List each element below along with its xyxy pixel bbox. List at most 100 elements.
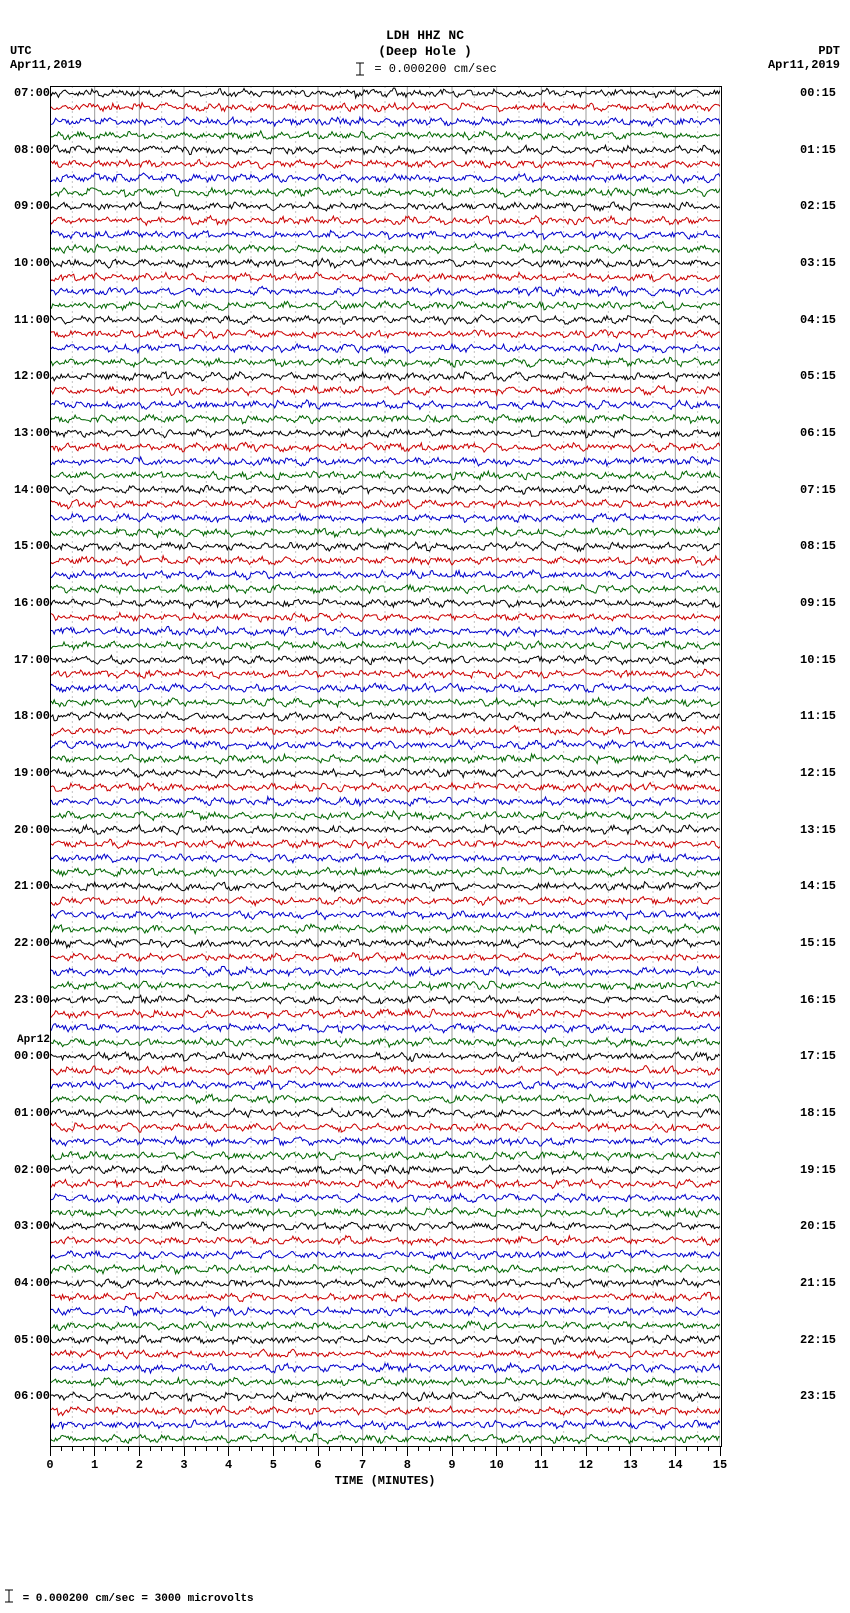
x-tick-label: 10 <box>489 1458 503 1472</box>
pdt-label: 00:15 <box>800 86 844 100</box>
x-tick-minor <box>440 1446 441 1451</box>
x-tick-minor <box>206 1446 207 1451</box>
utc-label: 22:00 <box>6 936 50 950</box>
x-tick-minor <box>284 1446 285 1451</box>
pdt-label: 17:15 <box>800 1049 844 1063</box>
footer-scale: = 0.000200 cm/sec = 3000 microvolts <box>2 1589 254 1605</box>
x-tick-label: 1 <box>91 1458 98 1472</box>
pdt-label: 07:15 <box>800 483 844 497</box>
x-tick-major <box>139 1446 140 1456</box>
pdt-label: 10:15 <box>800 653 844 667</box>
utc-label: 02:00 <box>6 1163 50 1177</box>
utc-label: 09:00 <box>6 199 50 213</box>
x-tick-minor <box>340 1446 341 1451</box>
x-tick-label: 3 <box>180 1458 187 1472</box>
x-tick-label: 15 <box>713 1458 727 1472</box>
x-tick-major <box>452 1446 453 1456</box>
x-tick-major <box>94 1446 95 1456</box>
x-tick-label: 8 <box>404 1458 411 1472</box>
pdt-label: 14:15 <box>800 879 844 893</box>
x-tick-minor <box>217 1446 218 1451</box>
x-tick-major <box>586 1446 587 1456</box>
pdt-label: 08:15 <box>800 539 844 553</box>
x-tick-minor <box>329 1446 330 1451</box>
x-tick-minor <box>396 1446 397 1451</box>
scale-bar-icon <box>353 62 367 76</box>
x-tick-label: 5 <box>270 1458 277 1472</box>
station-subtitle: (Deep Hole ) <box>0 44 850 60</box>
utc-label: 21:00 <box>6 879 50 893</box>
tz-left-date: Apr11,2019 <box>10 58 82 72</box>
utc-label: 03:00 <box>6 1219 50 1233</box>
x-tick-minor <box>117 1446 118 1451</box>
x-tick-minor <box>262 1446 263 1451</box>
x-tick-minor <box>708 1446 709 1451</box>
x-tick-major <box>318 1446 319 1456</box>
x-tick-minor <box>519 1446 520 1451</box>
scale-bar-icon <box>2 1589 16 1603</box>
x-tick-label: 2 <box>136 1458 143 1472</box>
pdt-label: 04:15 <box>800 313 844 327</box>
tz-left: UTC Apr11,2019 <box>10 44 82 73</box>
x-tick-label: 0 <box>46 1458 53 1472</box>
pdt-label: 09:15 <box>800 596 844 610</box>
scale-indicator: = 0.000200 cm/sec <box>0 62 850 76</box>
footer-text: = 0.000200 cm/sec = 3000 microvolts <box>23 1593 254 1605</box>
x-tick-label: 13 <box>623 1458 637 1472</box>
x-tick-major <box>50 1446 51 1456</box>
utc-label: 20:00 <box>6 823 50 837</box>
x-tick-minor <box>597 1446 598 1451</box>
utc-label: 11:00 <box>6 313 50 327</box>
utc-label: 15:00 <box>6 539 50 553</box>
utc-label: 01:00 <box>6 1106 50 1120</box>
pdt-label: 13:15 <box>800 823 844 837</box>
utc-label: 14:00 <box>6 483 50 497</box>
x-tick-minor <box>195 1446 196 1451</box>
utc-hour-labels: 07:0008:0009:0010:0011:0012:0013:0014:00… <box>6 86 50 1446</box>
x-tick-minor <box>61 1446 62 1451</box>
x-tick-minor <box>161 1446 162 1451</box>
utc-label: 10:00 <box>6 256 50 270</box>
tz-right-label: PDT <box>768 44 840 58</box>
x-tick-minor <box>306 1446 307 1451</box>
pdt-label: 01:15 <box>800 143 844 157</box>
utc-label: 18:00 <box>6 709 50 723</box>
x-tick-minor <box>530 1446 531 1451</box>
plot-frame <box>50 86 722 1447</box>
x-tick-minor <box>619 1446 620 1451</box>
pdt-label: 05:15 <box>800 369 844 383</box>
pdt-label: 02:15 <box>800 199 844 213</box>
utc-label: 13:00 <box>6 426 50 440</box>
x-tick-minor <box>664 1446 665 1451</box>
utc-label: 04:00 <box>6 1276 50 1290</box>
pdt-label: 06:15 <box>800 426 844 440</box>
x-tick-minor <box>351 1446 352 1451</box>
pdt-label: 15:15 <box>800 936 844 950</box>
x-tick-major <box>273 1446 274 1456</box>
utc-label: 17:00 <box>6 653 50 667</box>
x-tick-minor <box>574 1446 575 1451</box>
x-tick-major <box>184 1446 185 1456</box>
x-tick-major <box>541 1446 542 1456</box>
x-tick-minor <box>429 1446 430 1451</box>
x-tick-label: 6 <box>314 1458 321 1472</box>
scale-text: = 0.000200 cm/sec <box>374 62 496 76</box>
header: LDH HHZ NC (Deep Hole ) <box>0 28 850 59</box>
x-tick-minor <box>385 1446 386 1451</box>
seismogram-page: LDH HHZ NC (Deep Hole ) = 0.000200 cm/se… <box>0 0 850 1613</box>
x-tick-major <box>630 1446 631 1456</box>
x-axis-title: TIME (MINUTES) <box>50 1474 720 1488</box>
helicorder-plot <box>50 86 720 1446</box>
x-tick-label: 12 <box>579 1458 593 1472</box>
x-tick-major <box>675 1446 676 1456</box>
pdt-hour-labels: 00:1501:1502:1503:1504:1505:1506:1507:15… <box>800 86 844 1446</box>
utc-label: 00:00 <box>6 1049 50 1063</box>
x-tick-minor <box>463 1446 464 1451</box>
x-tick-label: 4 <box>225 1458 232 1472</box>
x-tick-minor <box>485 1446 486 1451</box>
x-tick-minor <box>251 1446 252 1451</box>
x-tick-minor <box>697 1446 698 1451</box>
x-tick-minor <box>418 1446 419 1451</box>
x-tick-minor <box>563 1446 564 1451</box>
pdt-label: 19:15 <box>800 1163 844 1177</box>
